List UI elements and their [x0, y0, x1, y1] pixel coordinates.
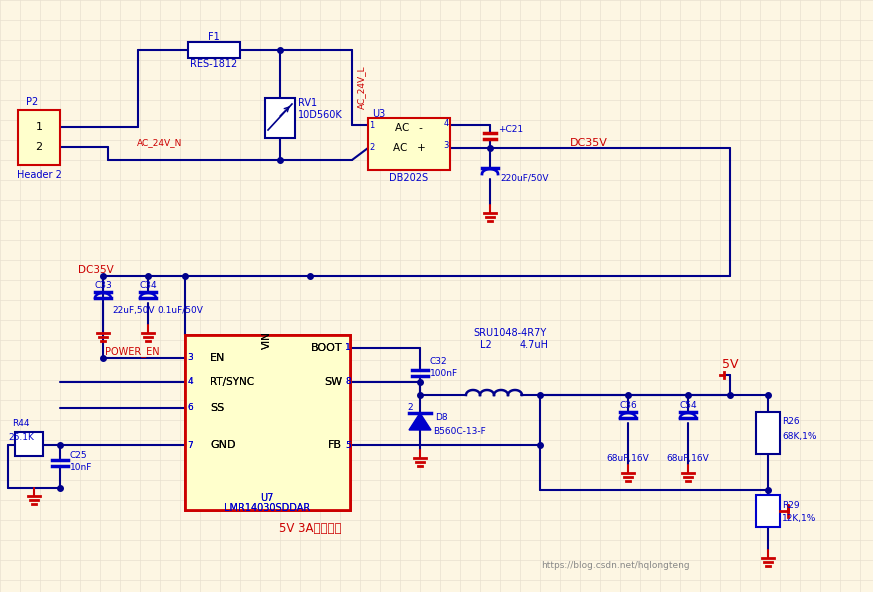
Text: 7: 7	[187, 440, 193, 449]
Text: DB202S: DB202S	[389, 173, 429, 183]
Bar	[368, 118, 450, 170]
Bar	[18, 110, 60, 165]
Text: C25: C25	[70, 451, 87, 459]
Text: +C21: +C21	[498, 126, 523, 134]
Text: 5: 5	[345, 440, 351, 449]
Text: SS: SS	[210, 403, 224, 413]
Text: GND: GND	[210, 440, 236, 450]
Text: R26: R26	[782, 417, 800, 426]
Polygon shape	[409, 413, 431, 430]
Text: 8: 8	[345, 378, 351, 387]
Text: 1: 1	[345, 343, 351, 352]
Text: 4: 4	[443, 118, 449, 127]
Text: Header 2: Header 2	[17, 170, 61, 180]
Bar	[756, 412, 780, 454]
Text: EN: EN	[210, 353, 225, 363]
Text: SS: SS	[210, 403, 224, 413]
Text: 5: 5	[345, 440, 351, 449]
Text: 220uF/50V: 220uF/50V	[500, 173, 548, 182]
Bar	[265, 98, 295, 138]
Text: RT/SYNC: RT/SYNC	[210, 377, 254, 387]
Text: FB: FB	[328, 440, 342, 450]
Text: BOOT: BOOT	[311, 343, 342, 353]
Text: RT/SYNC: RT/SYNC	[210, 377, 254, 387]
Text: 1: 1	[345, 343, 351, 352]
Text: U3: U3	[372, 109, 385, 119]
Text: 12K,1%: 12K,1%	[782, 513, 816, 523]
Text: 68uF,16V: 68uF,16V	[667, 453, 710, 462]
Text: 100nF: 100nF	[430, 369, 458, 378]
Bar	[756, 495, 780, 527]
Text: 2: 2	[407, 404, 413, 413]
Text: D8: D8	[435, 413, 448, 423]
Text: 3: 3	[187, 353, 193, 362]
Bar	[188, 42, 240, 58]
Text: U7: U7	[260, 493, 274, 503]
Text: B560C-13-F: B560C-13-F	[433, 427, 485, 436]
Text: 3: 3	[443, 140, 449, 150]
Text: 0.1uF/50V: 0.1uF/50V	[157, 305, 203, 314]
Text: EN: EN	[210, 353, 225, 363]
Text: C36: C36	[619, 401, 637, 410]
Text: 2: 2	[369, 143, 375, 153]
Text: AC   +: AC +	[393, 143, 425, 153]
Text: AC_24V_L: AC_24V_L	[358, 65, 367, 109]
Text: C32: C32	[430, 358, 448, 366]
Text: R44: R44	[12, 420, 30, 429]
Text: https://blog.csdn.net/hqlongteng: https://blog.csdn.net/hqlongteng	[541, 561, 690, 570]
Text: GND: GND	[210, 440, 236, 450]
Text: C34: C34	[139, 282, 157, 291]
Text: 2: 2	[36, 142, 43, 152]
Bar	[185, 335, 350, 510]
Text: SW: SW	[324, 377, 342, 387]
Text: 4: 4	[187, 378, 193, 387]
Text: P2: P2	[26, 97, 38, 107]
Text: DC35V: DC35V	[570, 138, 608, 148]
Text: LMR14030SDDAR: LMR14030SDDAR	[223, 503, 310, 513]
Text: 5V: 5V	[722, 359, 739, 372]
Bar	[15, 432, 43, 456]
Text: FB: FB	[328, 440, 342, 450]
Text: 68uF,16V: 68uF,16V	[607, 453, 650, 462]
Text: 8: 8	[345, 378, 351, 387]
Text: RES-1812: RES-1812	[190, 59, 237, 69]
Text: 10nF: 10nF	[70, 464, 93, 472]
Text: AC   -: AC -	[395, 123, 423, 133]
Text: 26.1K: 26.1K	[8, 433, 34, 442]
Bar	[185, 335, 350, 510]
Text: 10D560K: 10D560K	[298, 110, 343, 120]
Text: SRU1048-4R7Y: SRU1048-4R7Y	[473, 328, 546, 338]
Text: R29: R29	[782, 500, 800, 510]
Text: BOOT: BOOT	[311, 343, 342, 353]
Text: 3: 3	[187, 353, 193, 362]
Text: RV1: RV1	[298, 98, 317, 108]
Text: 4.7uH: 4.7uH	[520, 340, 549, 350]
Text: 4: 4	[187, 378, 193, 387]
Text: POWER_EN: POWER_EN	[105, 346, 159, 358]
Text: F1: F1	[208, 32, 220, 42]
Text: C54: C54	[679, 401, 697, 410]
Text: 68K,1%: 68K,1%	[782, 432, 816, 440]
Text: 1: 1	[36, 122, 43, 132]
Text: LMR14030SDDAR: LMR14030SDDAR	[223, 503, 310, 513]
Text: 1: 1	[369, 121, 375, 130]
Text: 7: 7	[187, 440, 193, 449]
Text: 6: 6	[187, 404, 193, 413]
Text: 22uF,50V: 22uF,50V	[112, 305, 155, 314]
Text: AC_24V_N: AC_24V_N	[137, 139, 182, 147]
Text: SW: SW	[324, 377, 342, 387]
Text: L2: L2	[480, 340, 491, 350]
Text: 6: 6	[187, 404, 193, 413]
Text: VIN: VIN	[262, 331, 272, 349]
Text: DC35V: DC35V	[78, 265, 113, 275]
Text: VIN: VIN	[262, 331, 272, 349]
Text: 5V 3A输出能力: 5V 3A输出能力	[278, 522, 341, 535]
Text: C33: C33	[94, 282, 112, 291]
Text: U7: U7	[260, 493, 274, 503]
